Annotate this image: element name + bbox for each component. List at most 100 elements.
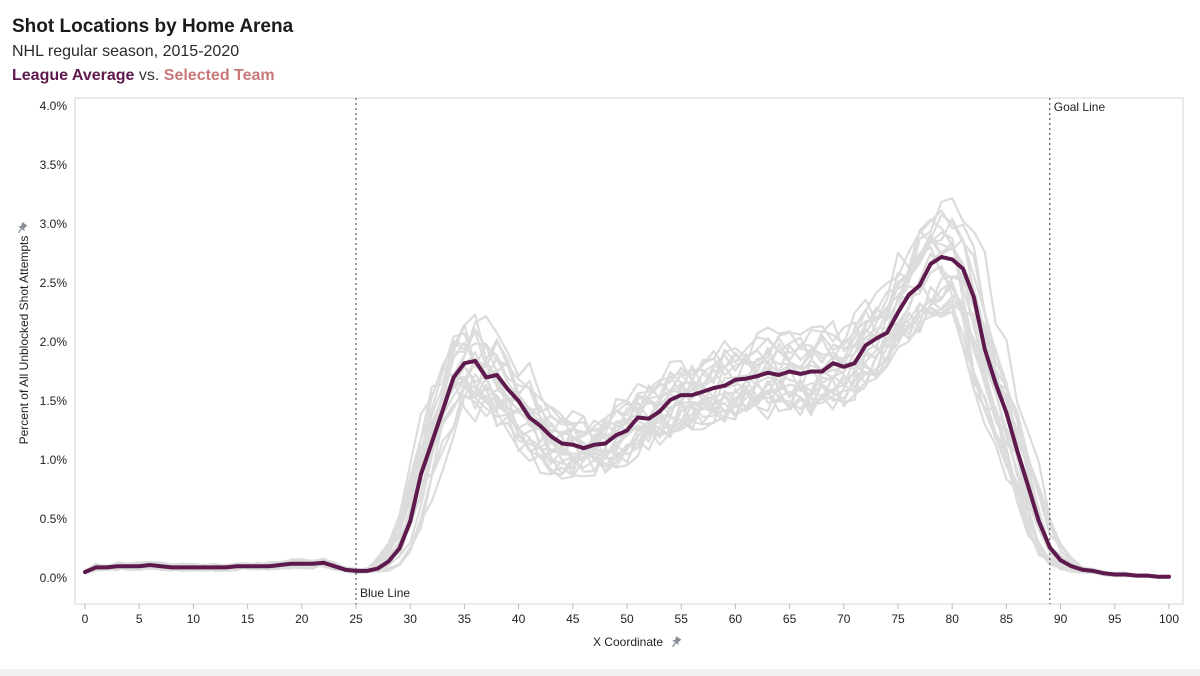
- data-point[interactable]: [690, 393, 694, 397]
- data-point[interactable]: [484, 375, 488, 379]
- data-point[interactable]: [517, 399, 521, 403]
- data-point[interactable]: [885, 331, 889, 335]
- data-point[interactable]: [170, 565, 174, 569]
- data-point[interactable]: [408, 519, 412, 523]
- data-point[interactable]: [1080, 568, 1084, 572]
- data-point[interactable]: [1135, 574, 1139, 578]
- data-point[interactable]: [603, 442, 607, 446]
- data-point[interactable]: [376, 567, 380, 571]
- data-point[interactable]: [1145, 574, 1149, 578]
- data-point[interactable]: [322, 561, 326, 565]
- data-point[interactable]: [300, 562, 304, 566]
- data-point[interactable]: [766, 371, 770, 375]
- data-point[interactable]: [929, 262, 933, 266]
- data-point[interactable]: [907, 293, 911, 297]
- data-point[interactable]: [571, 443, 575, 447]
- data-point[interactable]: [462, 361, 466, 365]
- data-point[interactable]: [896, 311, 900, 315]
- data-point[interactable]: [733, 378, 737, 382]
- data-point[interactable]: [387, 560, 391, 564]
- data-point[interactable]: [278, 563, 282, 567]
- data-point[interactable]: [473, 359, 477, 363]
- data-point[interactable]: [452, 375, 456, 379]
- data-point[interactable]: [116, 564, 120, 568]
- data-point[interactable]: [191, 565, 195, 569]
- data-point[interactable]: [918, 283, 922, 287]
- data-point[interactable]: [820, 370, 824, 374]
- data-point[interactable]: [972, 295, 976, 299]
- data-point[interactable]: [1091, 569, 1095, 573]
- data-point[interactable]: [809, 370, 813, 374]
- data-point[interactable]: [1124, 573, 1128, 577]
- data-point[interactable]: [744, 377, 748, 381]
- pin-icon[interactable]: [15, 222, 28, 236]
- data-point[interactable]: [679, 393, 683, 397]
- data-point[interactable]: [148, 563, 152, 567]
- data-point[interactable]: [506, 387, 510, 391]
- data-point[interactable]: [853, 361, 857, 365]
- data-point[interactable]: [647, 417, 651, 421]
- data-point[interactable]: [430, 440, 434, 444]
- data-point[interactable]: [397, 547, 401, 551]
- data-point[interactable]: [267, 564, 271, 568]
- data-point[interactable]: [1048, 545, 1052, 549]
- data-point[interactable]: [777, 373, 781, 377]
- series-line-league-average[interactable]: [83, 255, 1171, 579]
- data-point[interactable]: [1037, 519, 1041, 523]
- data-point[interactable]: [1015, 449, 1019, 453]
- data-point[interactable]: [235, 564, 239, 568]
- legend-league-average[interactable]: League Average: [12, 67, 135, 84]
- data-point[interactable]: [1026, 484, 1030, 488]
- data-point[interactable]: [343, 568, 347, 572]
- data-point[interactable]: [311, 562, 315, 566]
- data-point[interactable]: [582, 446, 586, 450]
- data-point[interactable]: [137, 564, 141, 568]
- data-point[interactable]: [256, 564, 260, 568]
- data-point[interactable]: [246, 564, 250, 568]
- data-point[interactable]: [668, 398, 672, 402]
- data-point[interactable]: [939, 255, 943, 259]
- data-point[interactable]: [1059, 558, 1063, 562]
- data-point[interactable]: [549, 434, 553, 438]
- data-point[interactable]: [289, 562, 293, 566]
- data-point[interactable]: [538, 424, 542, 428]
- data-point[interactable]: [1167, 575, 1171, 579]
- data-point[interactable]: [864, 344, 868, 348]
- data-point[interactable]: [798, 372, 802, 376]
- data-point[interactable]: [1004, 411, 1008, 415]
- data-point[interactable]: [723, 384, 727, 388]
- data-point[interactable]: [1069, 564, 1073, 568]
- data-point[interactable]: [94, 565, 98, 569]
- data-point[interactable]: [83, 570, 87, 574]
- data-point[interactable]: [213, 565, 217, 569]
- legend-selected-team[interactable]: Selected Team: [163, 67, 275, 84]
- data-point[interactable]: [527, 416, 531, 420]
- data-point[interactable]: [658, 410, 662, 414]
- data-point[interactable]: [560, 442, 564, 446]
- data-point[interactable]: [365, 569, 369, 573]
- data-point[interactable]: [126, 564, 130, 568]
- data-point[interactable]: [983, 347, 987, 351]
- data-point[interactable]: [441, 408, 445, 412]
- data-point[interactable]: [788, 370, 792, 374]
- data-point[interactable]: [712, 386, 716, 390]
- data-point[interactable]: [332, 564, 336, 568]
- data-point[interactable]: [495, 373, 499, 377]
- data-point[interactable]: [831, 361, 835, 365]
- data-point[interactable]: [419, 472, 423, 476]
- data-point[interactable]: [701, 390, 705, 394]
- data-point[interactable]: [1102, 571, 1106, 575]
- data-point[interactable]: [614, 433, 618, 437]
- data-point[interactable]: [224, 565, 228, 569]
- data-point[interactable]: [354, 569, 358, 573]
- data-point[interactable]: [755, 374, 759, 378]
- data-point[interactable]: [593, 443, 597, 447]
- data-point[interactable]: [625, 429, 629, 433]
- data-point[interactable]: [159, 564, 163, 568]
- data-point[interactable]: [105, 565, 109, 569]
- pin-icon[interactable]: [669, 636, 682, 650]
- data-point[interactable]: [950, 257, 954, 261]
- data-point[interactable]: [202, 565, 206, 569]
- data-point[interactable]: [636, 416, 640, 420]
- data-point[interactable]: [1113, 573, 1117, 577]
